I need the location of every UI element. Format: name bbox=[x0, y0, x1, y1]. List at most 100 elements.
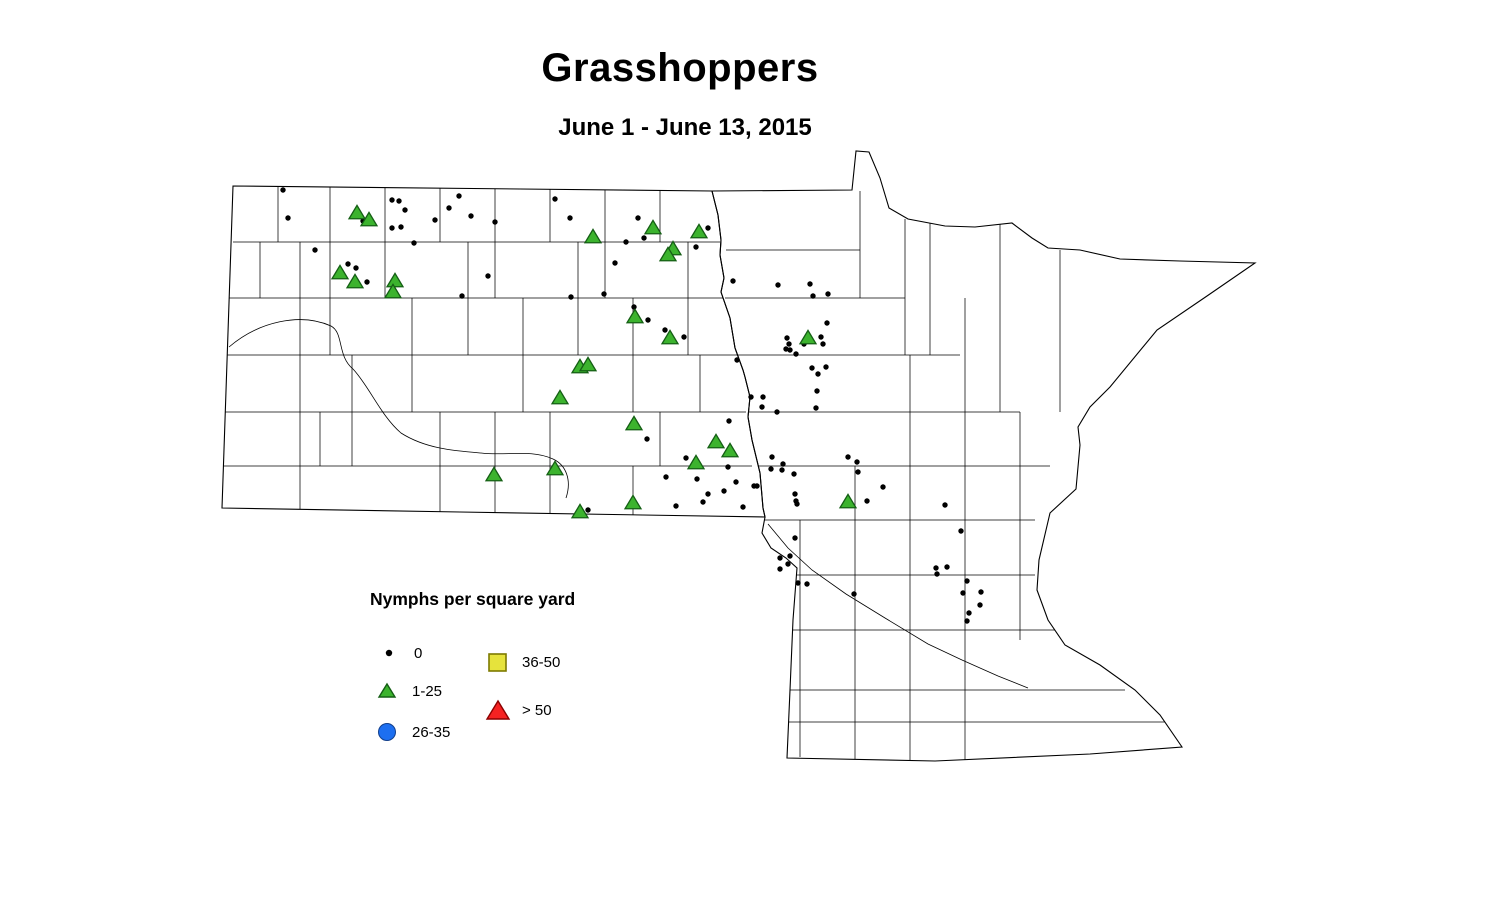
dot-marker bbox=[792, 491, 798, 497]
green-triangle-marker bbox=[706, 433, 726, 449]
dot-marker bbox=[641, 235, 647, 241]
dot-marker bbox=[280, 187, 286, 193]
dot-marker bbox=[468, 213, 474, 219]
dot-marker bbox=[791, 471, 797, 477]
dot-marker bbox=[807, 281, 813, 287]
legend-item-label: 36-50 bbox=[522, 653, 561, 671]
dot-marker bbox=[787, 347, 793, 353]
dot-marker bbox=[824, 320, 830, 326]
dot-marker bbox=[389, 197, 395, 203]
green-triangle-marker bbox=[484, 466, 504, 482]
dot-marker bbox=[432, 217, 438, 223]
dot-marker bbox=[774, 409, 780, 415]
dot-marker bbox=[673, 503, 679, 509]
green-triangle-marker bbox=[798, 329, 818, 345]
state-outline-minnesota bbox=[711, 150, 1257, 762]
dot-marker bbox=[568, 294, 574, 300]
dot-marker bbox=[645, 317, 651, 323]
dot-marker bbox=[960, 590, 966, 596]
dot-marker bbox=[964, 618, 970, 624]
green-triangle-marker bbox=[359, 211, 379, 227]
dot-marker bbox=[456, 193, 462, 199]
red-triangle-icon bbox=[485, 699, 511, 720]
dot-marker bbox=[398, 224, 404, 230]
legend-item-3: 36-50 bbox=[484, 649, 560, 675]
dot-marker bbox=[793, 351, 799, 357]
dot-marker bbox=[851, 591, 857, 597]
dot-marker bbox=[769, 454, 775, 460]
dot-marker bbox=[734, 357, 740, 363]
dot-marker bbox=[345, 261, 351, 267]
blue-circle-icon bbox=[378, 723, 396, 741]
legend-item-label: > 50 bbox=[522, 701, 552, 719]
dot-marker bbox=[854, 459, 860, 465]
dot-marker bbox=[353, 265, 359, 271]
dot-marker bbox=[759, 404, 765, 410]
legend-item-label: 1-25 bbox=[412, 682, 443, 700]
dot-marker bbox=[662, 327, 668, 333]
legend-item-2: 26-35 bbox=[374, 719, 450, 745]
green-triangle-marker bbox=[550, 389, 570, 405]
dot-marker bbox=[795, 580, 801, 586]
dot-marker bbox=[364, 279, 370, 285]
dot-marker bbox=[760, 394, 766, 400]
yellow-square-icon bbox=[488, 653, 507, 672]
green-triangle-marker bbox=[330, 264, 350, 280]
dot-marker bbox=[402, 207, 408, 213]
page-title: Grasshoppers bbox=[541, 46, 819, 90]
dot-marker bbox=[726, 418, 732, 424]
dot-marker bbox=[730, 278, 736, 284]
green-triangle-marker bbox=[385, 272, 405, 288]
legend-title: Nymphs per square yard bbox=[370, 589, 576, 609]
dot-marker bbox=[944, 564, 950, 570]
dot-marker bbox=[880, 484, 886, 490]
green-triangle-marker bbox=[838, 493, 858, 509]
dot-marker bbox=[934, 571, 940, 577]
dot-marker bbox=[681, 334, 687, 340]
dot-marker bbox=[818, 334, 824, 340]
dot-marker bbox=[663, 474, 669, 480]
dot-marker bbox=[694, 476, 700, 482]
dot-marker bbox=[601, 291, 607, 297]
green-triangle-marker bbox=[720, 442, 740, 458]
dot-marker bbox=[775, 282, 781, 288]
dot-marker bbox=[411, 240, 417, 246]
state-outlines bbox=[221, 150, 1257, 762]
dot-marker bbox=[631, 304, 637, 310]
dot-marker bbox=[485, 273, 491, 279]
dot-marker bbox=[552, 196, 558, 202]
green-triangle-marker bbox=[583, 228, 603, 244]
dot-marker bbox=[612, 260, 618, 266]
black-dot-icon bbox=[385, 649, 393, 657]
dot-marker bbox=[780, 461, 786, 467]
dot-marker bbox=[748, 394, 754, 400]
dot-marker bbox=[813, 405, 819, 411]
county-boundaries bbox=[222, 186, 1175, 761]
dot-marker bbox=[825, 291, 831, 297]
dot-marker bbox=[820, 341, 826, 347]
dot-marker bbox=[492, 219, 498, 225]
dot-marker bbox=[810, 293, 816, 299]
dot-marker bbox=[786, 341, 792, 347]
legend-item-0: 0 bbox=[376, 640, 422, 666]
dot-marker bbox=[777, 555, 783, 561]
dot-marker bbox=[635, 215, 641, 221]
green-triangle-marker bbox=[345, 273, 365, 289]
dot-marker bbox=[312, 247, 318, 253]
dot-marker bbox=[978, 589, 984, 595]
dot-marker bbox=[809, 365, 815, 371]
dot-marker bbox=[823, 364, 829, 370]
dot-marker bbox=[966, 610, 972, 616]
dot-marker bbox=[785, 561, 791, 567]
missouri-river-line bbox=[228, 319, 569, 499]
dot-marker bbox=[754, 483, 760, 489]
dot-marker bbox=[693, 244, 699, 250]
dot-marker bbox=[814, 388, 820, 394]
green-triangle-marker bbox=[660, 329, 680, 345]
dot-marker bbox=[623, 239, 629, 245]
dot-marker bbox=[784, 335, 790, 341]
dot-marker bbox=[446, 205, 452, 211]
green-triangle-icon bbox=[377, 682, 397, 698]
green-triangle-marker bbox=[686, 454, 706, 470]
